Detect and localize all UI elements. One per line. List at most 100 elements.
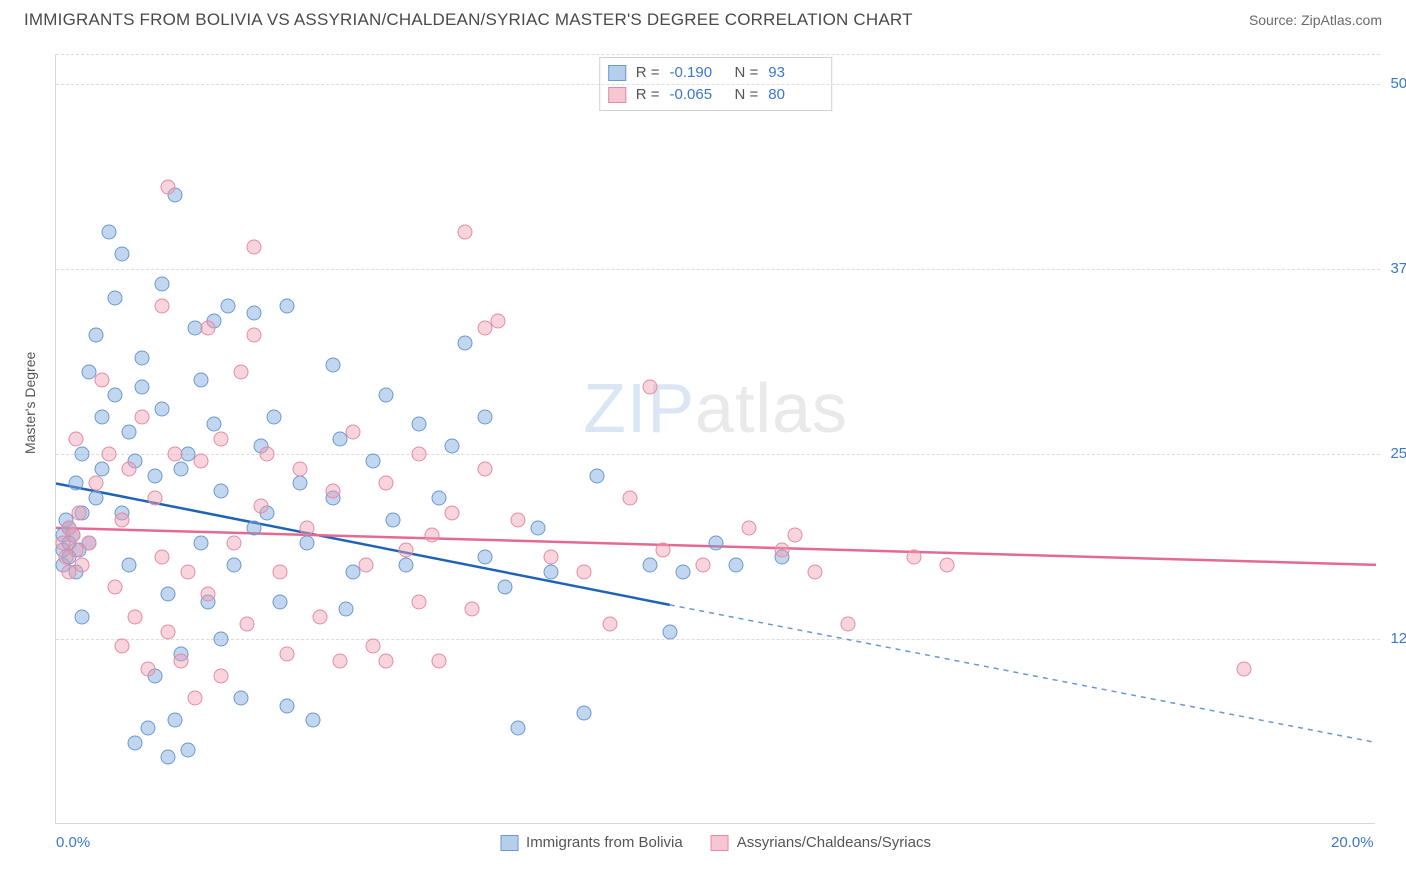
data-point [174, 654, 189, 669]
grid-line [56, 454, 1380, 455]
data-point [293, 461, 308, 476]
data-point [174, 461, 189, 476]
grid-line [56, 84, 1380, 85]
data-point [115, 246, 130, 261]
data-point [108, 291, 123, 306]
grid-line [56, 54, 1380, 55]
plot-area: ZIPatlas R = -0.190 N = 93 R = -0.065 N … [55, 54, 1375, 824]
y-tick-label: 12.5% [1378, 630, 1406, 647]
source-label: Source: ZipAtlas.com [1249, 12, 1382, 28]
data-point [445, 439, 460, 454]
data-point [75, 557, 90, 572]
data-point [577, 565, 592, 580]
data-point [379, 654, 394, 669]
data-point [339, 602, 354, 617]
data-point [134, 350, 149, 365]
data-point [728, 557, 743, 572]
legend-n-val: 93 [768, 62, 823, 84]
data-point [134, 409, 149, 424]
data-point [95, 461, 110, 476]
legend-bottom-label: Immigrants from Bolivia [526, 834, 683, 851]
data-point [841, 617, 856, 632]
data-point [141, 661, 156, 676]
data-point [207, 417, 222, 432]
data-point [332, 654, 347, 669]
data-point [148, 491, 163, 506]
data-point [788, 528, 803, 543]
data-point [326, 357, 341, 372]
data-point [662, 624, 677, 639]
swatch-blue-icon [500, 835, 518, 851]
data-point [128, 609, 143, 624]
data-point [365, 454, 380, 469]
y-axis-title: Master's Degree [22, 352, 38, 454]
data-point [544, 565, 559, 580]
data-point [128, 735, 143, 750]
data-point [273, 565, 288, 580]
data-point [247, 239, 262, 254]
data-point [154, 550, 169, 565]
data-point [497, 580, 512, 595]
swatch-pink-icon [711, 835, 729, 851]
data-point [359, 557, 374, 572]
legend-bottom-item: Assyrians/Chaldeans/Syriacs [711, 834, 931, 851]
data-point [280, 298, 295, 313]
data-point [194, 535, 209, 550]
data-point [154, 402, 169, 417]
data-point [95, 372, 110, 387]
data-point [141, 720, 156, 735]
data-point [108, 580, 123, 595]
data-point [101, 446, 116, 461]
data-point [108, 387, 123, 402]
data-point [161, 180, 176, 195]
data-point [603, 617, 618, 632]
data-point [346, 424, 361, 439]
data-point [214, 432, 229, 447]
data-point [101, 224, 116, 239]
legend-bottom: Immigrants from Bolivia Assyrians/Chalde… [500, 834, 931, 851]
data-point [134, 380, 149, 395]
data-point [121, 557, 136, 572]
data-point [194, 372, 209, 387]
data-point [643, 557, 658, 572]
data-point [398, 557, 413, 572]
y-tick-label: 37.5% [1378, 260, 1406, 277]
data-point [431, 654, 446, 669]
data-point [458, 335, 473, 350]
data-point [260, 446, 275, 461]
swatch-pink-icon [608, 87, 626, 103]
source-prefix: Source: [1249, 12, 1301, 28]
data-point [200, 587, 215, 602]
swatch-blue-icon [608, 65, 626, 81]
data-point [326, 483, 341, 498]
data-point [88, 476, 103, 491]
data-point [247, 306, 262, 321]
data-point [431, 491, 446, 506]
data-point [299, 520, 314, 535]
y-tick-label: 50.0% [1378, 75, 1406, 92]
chart-wrap: Master's Degree ZIPatlas R = -0.190 N = … [0, 34, 1406, 884]
data-point [676, 565, 691, 580]
data-point [425, 528, 440, 543]
data-point [214, 668, 229, 683]
x-tick-label: 20.0% [1331, 834, 1374, 851]
data-point [478, 550, 493, 565]
data-point [247, 328, 262, 343]
data-point [379, 387, 394, 402]
data-point [577, 705, 592, 720]
trend-lines [56, 54, 1376, 824]
data-point [161, 624, 176, 639]
data-point [253, 498, 268, 513]
grid-line [56, 639, 1380, 640]
data-point [72, 506, 87, 521]
data-point [478, 409, 493, 424]
trend-line-extension [670, 605, 1376, 743]
watermark-zip: ZIP [583, 369, 695, 447]
data-point [478, 461, 493, 476]
legend-r-label: R = [636, 84, 660, 106]
data-point [280, 646, 295, 661]
data-point [623, 491, 638, 506]
source-name: ZipAtlas.com [1301, 12, 1382, 28]
legend-bottom-item: Immigrants from Bolivia [500, 834, 683, 851]
title-bar: IMMIGRANTS FROM BOLIVIA VS ASSYRIAN/CHAL… [0, 0, 1406, 34]
